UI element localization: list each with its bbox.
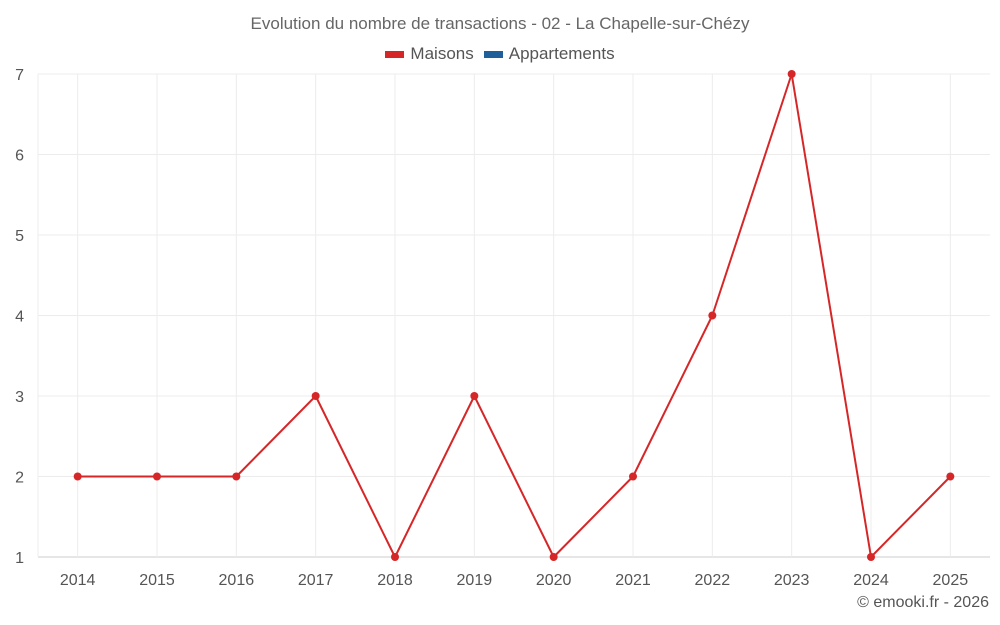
chart-title: Evolution du nombre de transactions - 02…	[250, 14, 750, 33]
y-tick-label-6: 6	[15, 148, 24, 165]
series-line-maisons	[77, 73, 952, 558]
legend-label-maisons: Maisons	[410, 44, 474, 63]
watermark: © emooki.fr - 2026	[857, 594, 989, 611]
x-tick-label-2020: 2020	[536, 572, 572, 589]
x-tick-label-2015: 2015	[139, 572, 175, 589]
data-point-maisons-2017	[311, 392, 320, 400]
y-tick-label-1: 1	[15, 550, 24, 567]
legend-swatch-appartements	[483, 50, 503, 58]
data-point-maisons-2025	[946, 472, 955, 481]
x-tick-label-2019: 2019	[457, 572, 493, 589]
x-tick-label-2014: 2014	[60, 572, 96, 589]
y-tick-label-3: 3	[15, 389, 24, 406]
legend-item-appartements[interactable]: Appartements	[483, 44, 615, 64]
y-tick-label-4: 4	[15, 309, 24, 326]
data-point-maisons-2019	[470, 392, 479, 400]
x-tick-label-2024: 2024	[853, 572, 889, 589]
y-tick-label-5: 5	[15, 228, 24, 245]
data-point-maisons-2024	[867, 553, 875, 561]
data-point-maisons-2015	[153, 472, 161, 481]
legend-item-maisons[interactable]: Maisons	[385, 44, 474, 64]
data-point-maisons-2021	[629, 472, 637, 481]
y-tick-label-2: 2	[15, 470, 24, 487]
data-point-maisons-2020	[549, 553, 558, 561]
x-tick-label-2021: 2021	[615, 572, 651, 589]
data-point-maisons-2018	[391, 553, 399, 561]
data-point-maisons-2016	[232, 472, 241, 481]
data-point-maisons-2022	[708, 311, 717, 320]
legend: Maisons Appartements	[0, 44, 1000, 64]
x-tick-label-2017: 2017	[298, 572, 334, 589]
legend-swatch-maisons	[385, 50, 405, 58]
x-tick-label-2023: 2023	[774, 572, 810, 589]
legend-label-appartements: Appartements	[508, 44, 615, 63]
y-tick-label-7: 7	[15, 67, 24, 84]
x-tick-label-2016: 2016	[219, 572, 255, 589]
data-point-maisons-2014	[73, 472, 82, 481]
x-tick-label-2025: 2025	[933, 572, 969, 589]
data-point-maisons-2023	[787, 70, 796, 78]
x-tick-label-2018: 2018	[377, 572, 413, 589]
x-tick-label-2022: 2022	[695, 572, 731, 589]
